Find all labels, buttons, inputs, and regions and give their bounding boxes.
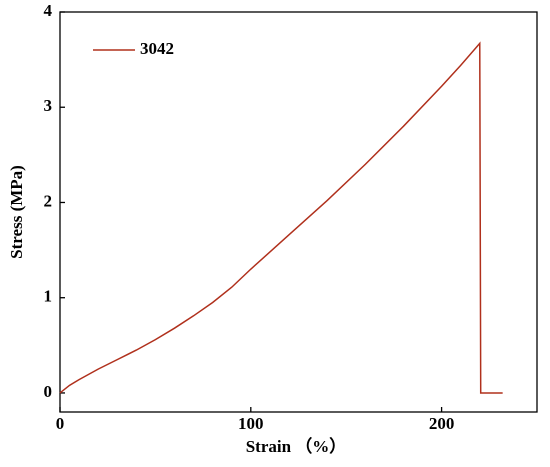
x-tick-label: 0 (56, 414, 65, 433)
y-tick-label: 0 (44, 382, 53, 401)
y-tick-label: 4 (44, 1, 53, 20)
data-line (59, 41, 503, 394)
plot-frame (59, 11, 538, 413)
y-tick-label: 3 (44, 96, 53, 115)
y-tick-label: 1 (44, 287, 53, 306)
y-tick-label: 2 (44, 191, 53, 210)
x-tick-label: 100 (238, 414, 264, 433)
x-tick-label: 200 (429, 414, 455, 433)
y-axis-title: Stress (MPa) (7, 165, 26, 259)
x-axis-title: Strain （%） (246, 436, 347, 456)
legend-label: 3042 (140, 39, 174, 58)
